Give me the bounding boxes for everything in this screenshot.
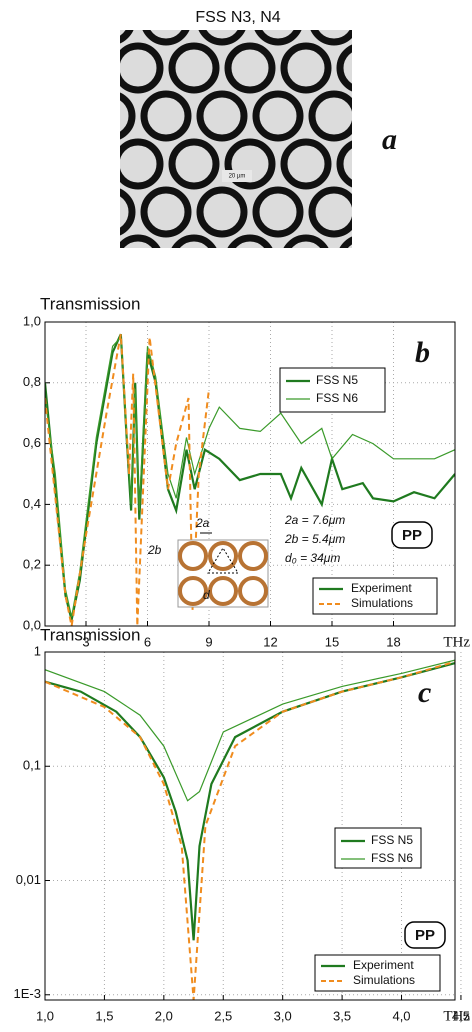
y-tick-label: 0,8 xyxy=(23,374,41,389)
x-tick-label: 2,0 xyxy=(155,1008,173,1023)
legend-box xyxy=(314,954,441,992)
panel-label: a xyxy=(382,123,397,156)
series-line xyxy=(45,660,455,1000)
y-tick-label: 1E-3 xyxy=(14,986,41,1001)
x-tick-label: 15 xyxy=(325,634,339,649)
x-tick-label: 4,5 xyxy=(452,1008,470,1023)
legend-box xyxy=(334,827,422,869)
plot-frame xyxy=(44,651,456,1001)
x-tick-label: 3,0 xyxy=(274,1008,292,1023)
series-line xyxy=(45,659,455,802)
x-tick-label: 9 xyxy=(205,634,212,649)
legend-label: Simulations xyxy=(351,596,413,610)
scale-bar: 20 µm xyxy=(229,174,246,180)
x-tick-label: 2,5 xyxy=(214,1008,232,1023)
x-tick-label: 18 xyxy=(386,634,400,649)
legend-label: FSS N5 xyxy=(371,833,413,847)
inset-bg xyxy=(177,539,269,608)
panel-label: b xyxy=(415,336,430,369)
inset-ring xyxy=(178,576,208,606)
series-line xyxy=(45,662,455,941)
photo-rings xyxy=(120,30,352,248)
legend-label: Experiment xyxy=(353,958,414,972)
legend-label: Experiment xyxy=(351,581,412,595)
series-line xyxy=(45,335,455,618)
x-tick-label: 6 xyxy=(144,634,151,649)
legend-box xyxy=(279,367,386,413)
annotation: d₀ = 34μm xyxy=(285,551,340,565)
x-tick-label: 4,0 xyxy=(392,1008,410,1023)
legend-label: Simulations xyxy=(353,973,415,987)
badge-box xyxy=(404,921,446,949)
y-tick-label: 0,4 xyxy=(23,496,41,511)
annotation: 2a = 7.6μm xyxy=(284,513,345,527)
inset-triangle xyxy=(207,547,239,574)
series-line xyxy=(45,334,210,626)
x-tick-label: 1,5 xyxy=(95,1008,113,1023)
x-tick-label: 3,5 xyxy=(333,1008,351,1023)
y-tick-label: 0,6 xyxy=(23,435,41,450)
x-tick-label: 1,0 xyxy=(36,1008,54,1023)
inset-ring xyxy=(238,541,268,571)
legend-label: FSS N6 xyxy=(371,851,413,865)
y-tick-label: 1 xyxy=(34,643,41,658)
inset-label: d xyxy=(203,588,210,602)
legend-label: FSS N5 xyxy=(316,373,358,387)
inset-ring xyxy=(178,541,208,571)
y-tick-label: 0,1 xyxy=(23,758,41,773)
x-axis-label: THz xyxy=(443,634,470,650)
badge: PP xyxy=(402,527,422,544)
inset-ring xyxy=(208,576,238,606)
x-tick-label: 3 xyxy=(82,634,89,649)
y-tick-label: 0,01 xyxy=(16,872,41,887)
badge: PP xyxy=(415,927,435,944)
inset-label: 2a xyxy=(195,516,210,530)
y-tick-label: 0,0 xyxy=(23,617,41,632)
annotation: 2b = 5.4μm xyxy=(284,532,345,546)
x-axis-label: THz xyxy=(443,1008,470,1024)
chart-title: Transmission xyxy=(40,294,140,313)
x-tick-label: 12 xyxy=(263,634,277,649)
scale-bar-bg xyxy=(222,170,252,182)
plot-frame xyxy=(44,321,456,627)
inset-ring xyxy=(208,541,238,571)
y-tick-label: 0,2 xyxy=(23,557,41,572)
panel-label: c xyxy=(418,676,431,709)
badge-box xyxy=(391,521,433,549)
legend-label: FSS N6 xyxy=(316,391,358,405)
y-tick-label: 1,0 xyxy=(23,313,41,328)
inset-ring xyxy=(238,576,268,606)
photo-title: FSS N3, N4 xyxy=(195,9,280,26)
inset-label: 2b xyxy=(147,543,162,557)
legend-box xyxy=(312,577,438,615)
chart-title: Transmission xyxy=(40,625,140,644)
